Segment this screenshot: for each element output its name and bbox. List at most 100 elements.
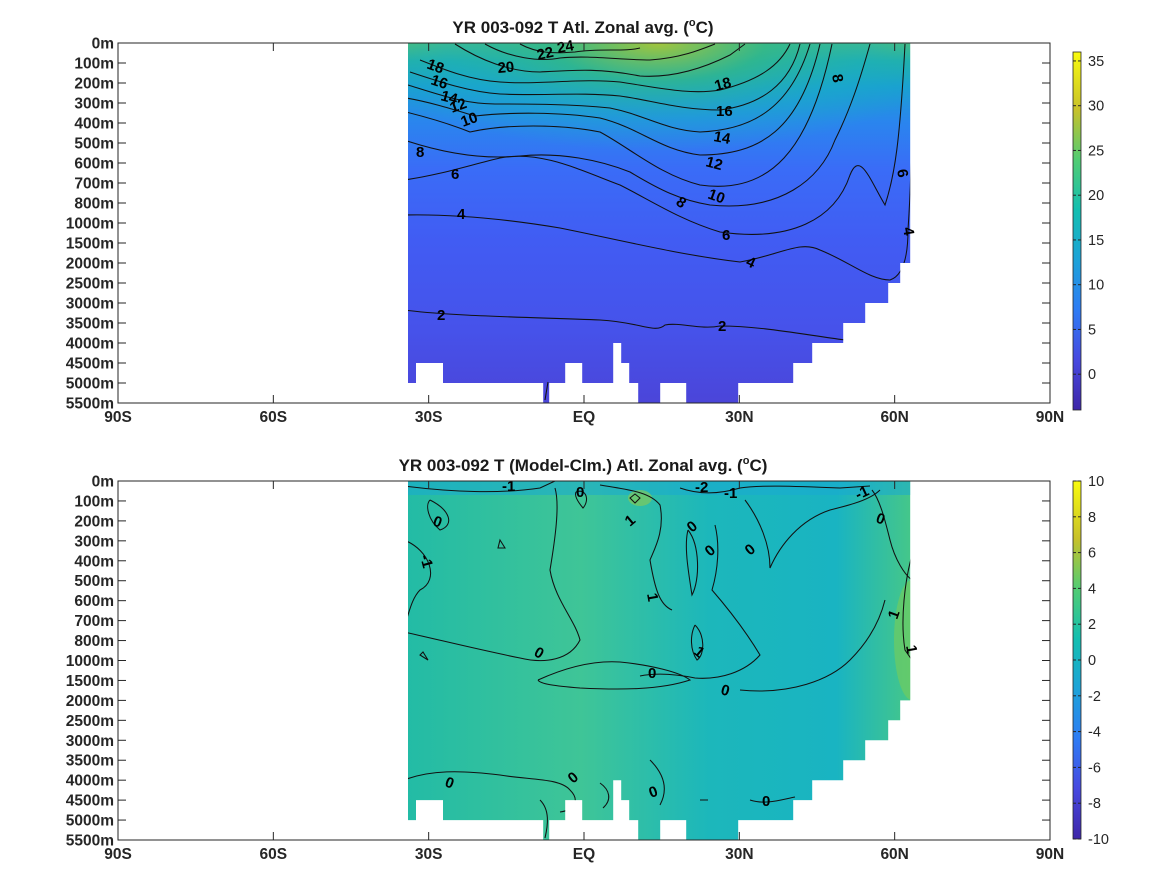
y-tick-label: 100m	[74, 493, 114, 510]
contour-label: -2	[695, 479, 708, 496]
contour-label: 1	[902, 644, 920, 655]
contour-label: 4	[899, 226, 917, 238]
panel1-y-axis: 0m 100m 200m 300m 400m 500m 600m 700m 800m 1000m 1…	[66, 36, 1050, 413]
panel1-colorbar	[1072, 51, 1082, 411]
x-tick-label: 60N	[880, 846, 908, 863]
y-tick-label: 800m	[74, 196, 114, 213]
contour-label: 8	[416, 144, 424, 161]
panel1-title: YR 003-092 T Atl. Zonal avg. (oC)	[452, 17, 713, 37]
contour-18	[419, 43, 791, 93]
x-tick-label: 30S	[415, 409, 443, 426]
contour-label: 1	[643, 592, 661, 603]
colorbar-label: -4	[1088, 725, 1101, 741]
x-tick-label: 90N	[1036, 409, 1064, 426]
y-tick-label: 200m	[74, 513, 114, 530]
contour-label: 4	[457, 206, 466, 223]
contour-22	[484, 43, 716, 61]
y-tick-label: 500m	[74, 573, 114, 590]
colorbar-label: 8	[1088, 510, 1096, 526]
y-tick-label: 0m	[92, 474, 114, 491]
contour-24	[519, 43, 641, 54]
y-tick-label: 300m	[74, 533, 114, 550]
y-tick-label: 4000m	[66, 773, 114, 790]
y-tick-label: 1500m	[66, 236, 114, 253]
contour-4	[408, 43, 911, 281]
contour-label: 22	[535, 44, 555, 64]
x-tick-label: 30N	[725, 409, 753, 426]
colorbar-label: 25	[1088, 143, 1104, 159]
y-tick-label: 2500m	[66, 713, 114, 730]
y-tick-label: 5000m	[66, 376, 114, 393]
contour-label: 6	[451, 166, 459, 183]
colorbar-label: 10	[1088, 278, 1104, 294]
contour-label: 24	[556, 37, 576, 57]
colorbar-label: 10	[1088, 474, 1104, 490]
contour-label: 16	[429, 72, 450, 93]
y-tick-label: 500m	[74, 136, 114, 153]
y-tick-label: 1000m	[66, 653, 114, 670]
y-tick-label: 3000m	[66, 733, 114, 750]
colorbar-label: 0	[1088, 653, 1096, 669]
contour-label: 16	[716, 103, 733, 120]
colorbar-label: 15	[1088, 233, 1104, 249]
colorbar-label: -10	[1088, 832, 1109, 848]
y-tick-label: 4000m	[66, 336, 114, 353]
contour-20	[454, 43, 746, 77]
panel1-field	[408, 43, 911, 403]
contour-label: 8	[828, 73, 846, 84]
colorbar-label: 35	[1088, 54, 1104, 70]
panel1-contour-labels: 24 22 20 18 16 14 12 10 8 6 4 2 18 16 14…	[416, 37, 917, 335]
panel1-x-axis: 90S 60S 30S EQ 30N 60N 90N	[104, 43, 1064, 426]
x-tick-label: 60S	[260, 846, 288, 863]
colorbar-label: 30	[1088, 99, 1104, 115]
panel2-field	[408, 481, 911, 840]
contour-label: -1	[416, 553, 436, 570]
y-tick-label: 5500m	[66, 833, 114, 850]
contour-label: 10	[706, 186, 727, 208]
y-tick-label: 2000m	[66, 256, 114, 273]
contour-label: -1	[853, 483, 872, 504]
contour-label: 14	[439, 87, 460, 108]
y-tick-label: 1000m	[66, 216, 114, 233]
colorbar-label: -8	[1088, 796, 1101, 812]
y-tick-label: 800m	[74, 633, 114, 650]
panel-temperature-anomaly: YR 003-092 T (Model-Clm.) Atl. Zonal avg…	[66, 455, 1109, 863]
x-tick-label: 90S	[104, 846, 132, 863]
x-tick-label: EQ	[573, 846, 595, 863]
y-tick-label: 400m	[74, 553, 114, 570]
y-tick-label: 4500m	[66, 793, 114, 810]
x-tick-label: 30S	[415, 846, 443, 863]
contour-label: -1	[502, 478, 515, 495]
colorbar-label: 20	[1088, 188, 1104, 204]
contour-label: 12	[448, 95, 469, 117]
colorbar-label: 5	[1088, 322, 1096, 338]
contour-label: 0	[762, 793, 770, 810]
colorbar-label: 6	[1088, 546, 1096, 562]
panel2-x-axis: 90S 60S 30S EQ 30N 60N 90N	[104, 481, 1064, 863]
contour-label: 18	[425, 56, 446, 78]
contour-label: 20	[497, 59, 515, 77]
y-tick-label: 300m	[74, 96, 114, 113]
contour-16	[409, 43, 801, 111]
y-tick-label: 2500m	[66, 276, 114, 293]
x-tick-label: 60S	[260, 409, 288, 426]
contour-label: 12	[704, 153, 725, 174]
panel1-colorbar-ticks: 35 30 25 20 15 10 5 0	[1073, 54, 1104, 383]
colorbar-label: -6	[1088, 760, 1101, 776]
y-tick-label: 600m	[74, 156, 114, 173]
contour-12	[408, 43, 821, 156]
colorbar-label: 4	[1088, 581, 1096, 597]
contour-2	[408, 309, 846, 341]
y-tick-label: 3500m	[66, 316, 114, 333]
panel-temperature: YR 003-092 T Atl. Zonal avg. (oC) 24 22 …	[66, 17, 1104, 426]
contour-6	[408, 43, 906, 235]
contour-label: 14	[712, 128, 732, 148]
contour-10	[408, 43, 833, 187]
contour-14	[408, 43, 811, 133]
contour-label: 2	[437, 307, 445, 324]
contour-label: 0	[576, 484, 584, 501]
y-tick-label: 3500m	[66, 753, 114, 770]
y-tick-label: 200m	[74, 76, 114, 93]
x-tick-label: 30N	[725, 846, 753, 863]
